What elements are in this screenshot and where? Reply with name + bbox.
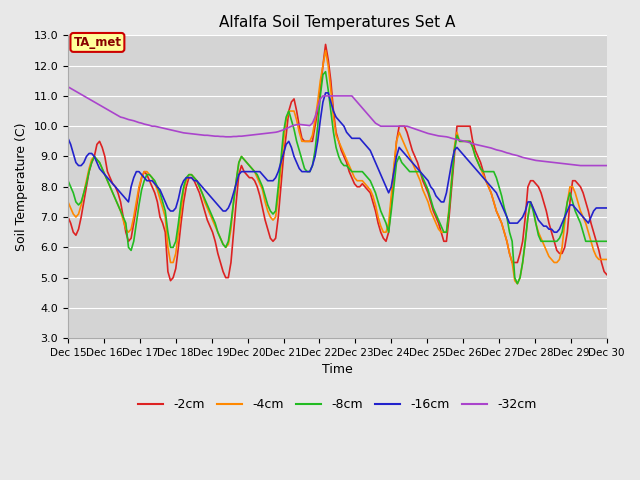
Line: -16cm: -16cm <box>68 93 607 232</box>
-32cm <box>577 163 584 168</box>
-4cm <box>272 214 280 220</box>
-8cm <box>272 208 280 214</box>
-4cm <box>216 235 224 241</box>
-16cm <box>64 135 72 141</box>
-8cm <box>151 178 159 183</box>
X-axis label: Time: Time <box>322 363 353 376</box>
-32cm <box>272 130 280 135</box>
-8cm <box>216 235 224 241</box>
-16cm <box>322 90 330 96</box>
-32cm <box>216 133 224 139</box>
-8cm <box>513 281 521 287</box>
-2cm <box>64 214 72 220</box>
-16cm <box>72 160 80 166</box>
-8cm <box>72 199 80 205</box>
-4cm <box>64 199 72 205</box>
-16cm <box>272 175 280 180</box>
Line: -8cm: -8cm <box>68 72 607 284</box>
-32cm <box>72 88 80 94</box>
-16cm <box>151 181 159 187</box>
-2cm <box>220 269 227 275</box>
Y-axis label: Soil Temperature (C): Soil Temperature (C) <box>15 122 28 251</box>
-16cm <box>603 205 611 211</box>
-8cm <box>566 190 574 196</box>
-2cm <box>275 214 282 220</box>
-4cm <box>603 257 611 263</box>
Line: -32cm: -32cm <box>68 87 607 166</box>
-4cm <box>72 214 80 220</box>
-16cm <box>566 202 574 208</box>
-4cm <box>566 184 574 190</box>
-16cm <box>216 205 224 211</box>
Line: -2cm: -2cm <box>68 45 607 281</box>
-16cm <box>550 229 558 235</box>
-2cm <box>72 232 80 238</box>
-32cm <box>120 115 127 120</box>
Line: -4cm: -4cm <box>68 50 607 284</box>
-32cm <box>151 123 159 129</box>
-4cm <box>151 181 159 187</box>
-2cm <box>603 272 611 277</box>
-2cm <box>120 214 127 220</box>
Title: Alfalfa Soil Temperatures Set A: Alfalfa Soil Temperatures Set A <box>220 15 456 30</box>
Text: TA_met: TA_met <box>74 36 122 49</box>
-2cm <box>166 278 174 284</box>
-32cm <box>603 163 611 168</box>
-8cm <box>322 69 330 74</box>
-2cm <box>322 42 330 48</box>
-4cm <box>120 217 127 223</box>
-32cm <box>64 84 72 90</box>
-2cm <box>566 199 574 205</box>
-8cm <box>120 214 127 220</box>
-4cm <box>513 281 521 287</box>
Legend: -2cm, -4cm, -8cm, -16cm, -32cm: -2cm, -4cm, -8cm, -16cm, -32cm <box>133 393 541 416</box>
-16cm <box>120 193 127 199</box>
-8cm <box>603 239 611 244</box>
-8cm <box>64 178 72 183</box>
-4cm <box>322 48 330 53</box>
-32cm <box>561 161 568 167</box>
-2cm <box>151 190 159 196</box>
